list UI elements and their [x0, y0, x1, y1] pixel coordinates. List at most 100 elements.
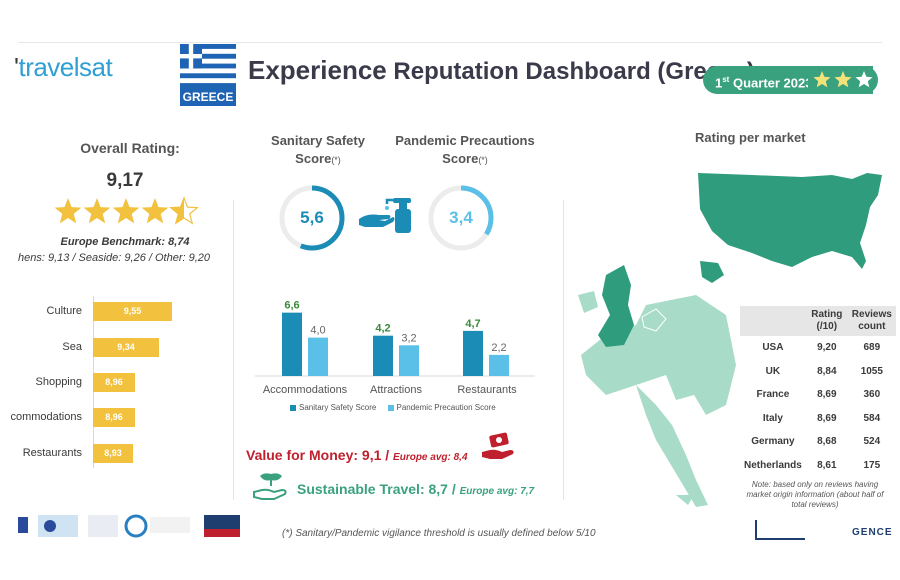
quarter-star-icon	[813, 71, 831, 88]
partner-logos	[18, 513, 248, 538]
market-rating: 8,69	[817, 412, 837, 424]
market-country: USA	[762, 342, 784, 354]
chart-bar	[399, 345, 419, 376]
pandemic-score-value: 3,4	[449, 208, 473, 227]
greece-flag-icon	[180, 44, 236, 106]
chart-bar	[489, 354, 509, 376]
star-icon	[83, 198, 111, 224]
market-rating: 8,84	[817, 365, 837, 377]
category-label: Culture	[46, 305, 82, 317]
table-row: France 8,69 360	[740, 383, 896, 407]
sanitary-pandemic-chart: 6,6 4,0 4,2 3,2 4,7 2,2	[255, 300, 535, 377]
quarter-star-icon	[855, 71, 873, 88]
page-title: Experience Reputation Dashboard (Greece)	[248, 55, 755, 85]
chart-data-label: 6,6	[284, 300, 299, 312]
quarter-stars	[808, 66, 878, 99]
europe-benchmark: Europe Benchmark: 8,74	[60, 236, 190, 248]
quarter-star-icon	[834, 71, 852, 88]
category-bar: 8,96	[93, 408, 135, 427]
travelsat-logo[interactable]: 'travelsat	[14, 52, 113, 82]
chart-data-label: 2,2	[491, 342, 506, 354]
top-rule	[18, 42, 882, 43]
star-icon	[54, 198, 82, 224]
chart-data-label: 4,0	[310, 325, 325, 337]
value-for-money: Value for Money: 9,1 / Europe avg: 8,4	[246, 447, 468, 463]
chart-legend: Sanitary Safety Score Pandemic Precautio…	[290, 403, 496, 412]
overall-stars	[52, 196, 202, 233]
market-country: France	[756, 389, 790, 401]
overall-rating-value: 9,17	[106, 170, 144, 191]
column-divider	[563, 200, 564, 500]
usa-map	[692, 165, 888, 295]
market-note: Note: based only on reviews having marke…	[746, 480, 884, 509]
sanitary-gauge: 5,6	[277, 183, 347, 258]
category-label: Shopping	[35, 376, 83, 388]
column-divider	[233, 200, 234, 500]
legend-label-sanitary: Sanitary Safety Score	[299, 403, 377, 412]
market-reviews: 584	[863, 412, 881, 424]
category-label: Sea	[62, 341, 82, 353]
category-bar: 9,55	[93, 302, 172, 321]
market-country: UK	[765, 365, 781, 377]
market-reviews: 175	[863, 459, 881, 471]
table-row: Netherlands 8,61 175	[740, 454, 896, 478]
market-reviews: 689	[863, 342, 881, 354]
europe-map	[576, 255, 746, 520]
category-bar: 9,34	[93, 338, 159, 357]
chart-category-label: Restaurants	[457, 384, 517, 396]
gauge-arc	[428, 185, 494, 251]
chart-data-label: 4,2	[375, 323, 390, 335]
table-row: Germany 8,68 524	[740, 430, 896, 454]
market-reviews: 524	[863, 436, 881, 448]
money-hand-icon	[480, 432, 518, 469]
hand-sanitizer-icon	[357, 193, 415, 240]
legend-swatch-pandemic	[387, 404, 394, 411]
chart-category-label: Attractions	[370, 384, 422, 396]
category-bar: 8,96	[93, 373, 135, 392]
gauge-arc	[279, 185, 345, 251]
sustainable-travel: Sustainable Travel: 8,7 / Europe avg: 7,…	[297, 481, 535, 497]
market-rating: 8,69	[817, 389, 837, 401]
legend-label-pandemic: Pandemic Precaution Score	[396, 403, 496, 412]
half-star-icon	[170, 198, 184, 224]
pandemic-heading: Pandemic Precautions Score(*)	[395, 133, 535, 166]
market-table-header-rating: Rating (/10)	[805, 306, 848, 336]
chart-category-label: Accommodations	[262, 384, 348, 396]
star-icon	[141, 198, 169, 224]
table-row: USA 9,20 689	[740, 336, 896, 360]
category-bar: 8,93	[93, 444, 133, 463]
market-rating: 8,61	[817, 459, 837, 471]
chart-bar	[463, 330, 483, 376]
partner-text: GENCE	[852, 527, 893, 538]
market-heading: Rating per market	[695, 130, 806, 145]
star-icon	[112, 198, 140, 224]
greece-label: GREECE	[180, 88, 236, 106]
chart-bar	[308, 337, 328, 376]
table-row: Italy 8,69 584	[740, 407, 896, 431]
partner-logo-mark	[755, 520, 805, 540]
market-country: Italy	[762, 412, 783, 424]
chart-bar	[373, 335, 393, 376]
market-rating: 8,68	[817, 436, 837, 448]
category-label: commodations	[10, 411, 82, 423]
market-reviews: 1055	[860, 365, 883, 377]
chart-bar	[282, 312, 302, 376]
category-label: Restaurants	[22, 447, 82, 459]
sustainable-hand-icon	[252, 470, 290, 507]
chart-data-label: 4,7	[465, 318, 480, 330]
market-country: Netherlands	[744, 459, 802, 471]
sanitary-score-value: 5,6	[300, 208, 324, 227]
market-table: Rating (/10) Reviews count USA 9,20 689 UK 8…	[740, 306, 896, 477]
chart-data-label: 3,2	[401, 332, 416, 344]
overall-rating-heading: Overall Rating:	[80, 140, 180, 156]
market-reviews: 360	[863, 389, 881, 401]
table-row: UK 8,84 1055	[740, 360, 896, 384]
market-table-header-reviews: Reviews count	[847, 306, 896, 336]
footnote: (*) Sanitary/Pandemic vigilance threshol…	[282, 528, 596, 539]
legend-swatch-sanitary	[290, 404, 296, 411]
market-rating: 9,20	[817, 342, 837, 354]
pandemic-gauge: 3,4	[426, 183, 496, 258]
market-table-header-country	[740, 306, 806, 336]
sanitary-heading: Sanitary Safety Score(*)	[271, 133, 365, 166]
market-country: Germany	[751, 436, 795, 448]
